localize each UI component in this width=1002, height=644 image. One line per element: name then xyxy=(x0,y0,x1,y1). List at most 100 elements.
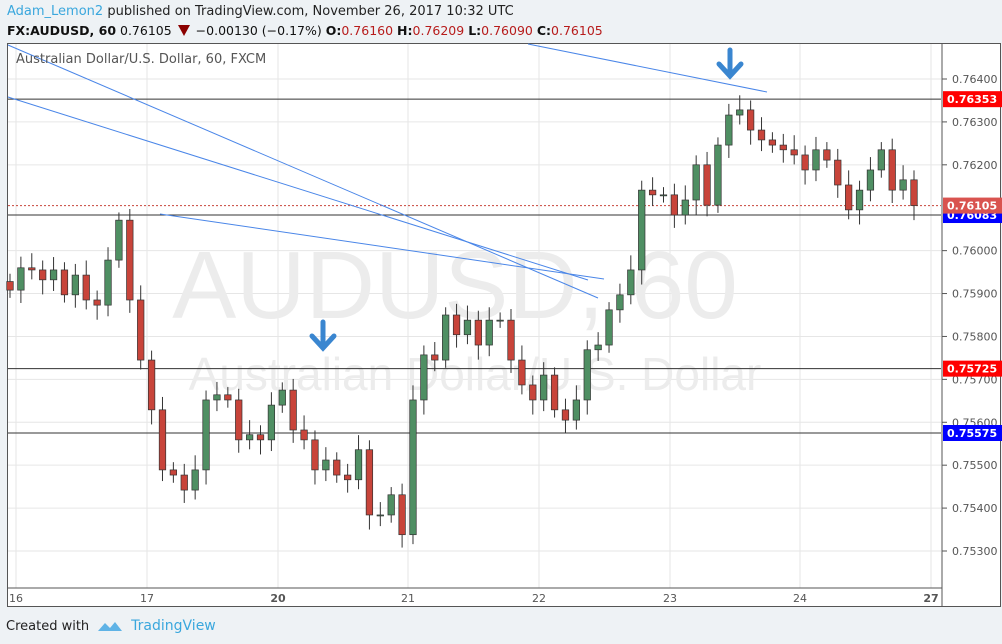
price-change: −0.00130 (−0.17%) xyxy=(195,23,322,38)
trendline[interactable] xyxy=(7,44,599,299)
candle-body xyxy=(899,179,907,191)
publish-info: Adam_Lemon2 published on TradingView.com… xyxy=(7,4,514,19)
candle xyxy=(790,135,798,165)
tradingview-link[interactable]: TradingView xyxy=(131,618,216,634)
candle xyxy=(703,151,711,217)
candle xyxy=(169,462,177,483)
price-label: 0.76400 xyxy=(952,73,998,86)
candle-body xyxy=(725,114,733,146)
trendline[interactable] xyxy=(527,43,768,93)
trendline[interactable] xyxy=(159,213,605,280)
candle xyxy=(768,132,777,153)
candle xyxy=(757,117,766,152)
candle xyxy=(344,463,352,493)
candle-body xyxy=(463,319,472,336)
candle-body xyxy=(910,179,918,206)
price-level-badge xyxy=(943,91,1002,108)
time-axis[interactable]: 16 17 20 21 22 23 24 27 xyxy=(9,592,939,605)
current-price-badge xyxy=(943,197,1002,214)
candle xyxy=(17,256,25,303)
candle xyxy=(158,396,167,482)
arrow-down-icon xyxy=(309,319,337,352)
candle xyxy=(507,308,515,373)
candle-body xyxy=(39,269,47,281)
candle-body xyxy=(28,267,36,271)
candle xyxy=(561,398,570,433)
candle-body xyxy=(714,144,722,206)
candle xyxy=(354,435,363,490)
candle-body xyxy=(169,469,177,476)
trendline[interactable] xyxy=(7,96,589,281)
candle xyxy=(398,483,406,548)
candle-body xyxy=(267,404,276,441)
price-axis[interactable]: 0.76400 0.76300 0.76200 0.76000 0.75900 0.758… xyxy=(942,73,1002,558)
candle-body xyxy=(333,459,341,476)
candle-body xyxy=(605,309,613,346)
price-level-label: 0.75725 xyxy=(947,363,997,376)
candle xyxy=(311,430,319,485)
tradingview-logo-icon xyxy=(98,622,123,631)
candle-body xyxy=(648,189,657,196)
candle-body xyxy=(659,194,668,197)
candle xyxy=(736,95,744,125)
chart-frame[interactable] xyxy=(7,43,1001,607)
candle xyxy=(801,145,809,185)
candle xyxy=(659,187,668,203)
candle xyxy=(289,378,297,443)
candle-body xyxy=(496,319,504,322)
time-label: 20 xyxy=(270,592,286,605)
candle-body xyxy=(71,274,79,296)
low-label: L: xyxy=(468,23,482,38)
candle xyxy=(115,212,123,268)
candle xyxy=(779,133,787,163)
candle xyxy=(518,345,526,395)
price-label: 0.75900 xyxy=(952,288,998,301)
candle xyxy=(202,390,210,485)
last-price: 0.76105 xyxy=(120,23,172,38)
candle-body xyxy=(289,389,297,431)
candle xyxy=(452,303,461,348)
candle xyxy=(747,100,755,145)
candle-body xyxy=(82,274,90,301)
candle xyxy=(866,157,875,202)
candle xyxy=(71,263,79,308)
candle-body xyxy=(322,459,330,471)
candle-body xyxy=(757,129,766,141)
time-label: 23 xyxy=(663,592,677,605)
candle xyxy=(147,350,156,425)
candle xyxy=(648,177,657,207)
candle xyxy=(910,170,918,221)
candle-body xyxy=(191,469,199,491)
candle-body xyxy=(300,429,308,441)
open-label: O: xyxy=(325,23,342,38)
candle xyxy=(627,255,635,305)
candle-body xyxy=(311,439,319,471)
candle-body xyxy=(474,319,482,346)
price-label: 0.75500 xyxy=(952,459,998,472)
candle-body xyxy=(823,149,831,161)
candle-body xyxy=(670,194,679,216)
candle xyxy=(365,440,374,530)
candle-body xyxy=(692,164,700,201)
candle-body xyxy=(278,389,286,406)
candle xyxy=(845,170,853,220)
candle xyxy=(333,452,341,483)
candle xyxy=(256,425,265,455)
candle-body xyxy=(572,399,580,421)
candle xyxy=(670,183,679,228)
price-level-badge xyxy=(943,424,1002,441)
candle-body xyxy=(736,109,744,116)
symbol-label: FX:AUDUSD, 60 xyxy=(7,23,117,38)
candle xyxy=(877,142,885,178)
candle-body xyxy=(420,354,428,401)
candle xyxy=(442,307,450,368)
author-link[interactable]: Adam_Lemon2 xyxy=(7,4,104,19)
trendlines[interactable] xyxy=(7,43,768,299)
candle-body xyxy=(583,349,591,401)
candle xyxy=(540,362,548,412)
candle xyxy=(213,381,221,412)
candle xyxy=(376,502,384,527)
low-value: 0.76090 xyxy=(481,23,533,38)
published-text: published on TradingView.com, November 2… xyxy=(107,4,514,19)
